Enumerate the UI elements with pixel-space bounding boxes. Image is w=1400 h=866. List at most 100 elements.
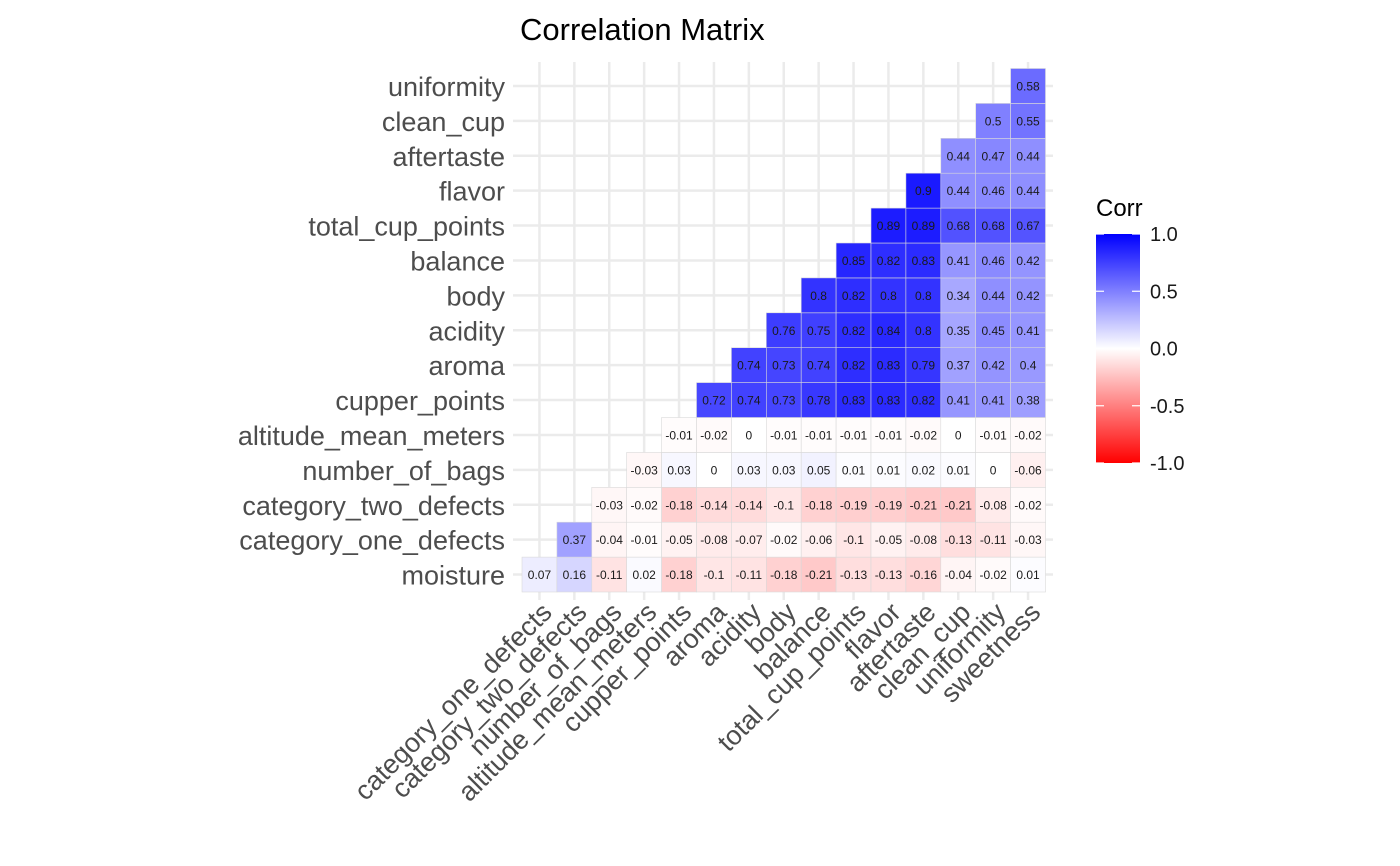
heatmap-cell (765, 347, 802, 383)
heatmap-cell (870, 382, 907, 418)
cell-value-label: -0.19 (875, 498, 903, 512)
heatmap-cell (765, 556, 802, 593)
cell-value-label: 0.41 (947, 254, 971, 268)
y-tick-label: category_one_defects (239, 526, 505, 556)
heatmap-cell (1010, 521, 1046, 558)
heatmap-cell (800, 556, 837, 593)
heatmap-cell (870, 312, 907, 348)
heatmap-cell (800, 382, 837, 418)
heatmap-cell (905, 521, 942, 558)
cell-value-label: -0.18 (665, 568, 693, 582)
y-tick-label: aroma (428, 351, 506, 381)
cell-value-label: -0.01 (630, 533, 658, 547)
cell-value-label: 0 (990, 463, 997, 477)
heatmap-cell (800, 521, 837, 558)
cell-value-label: -0.02 (1014, 428, 1042, 442)
cell-value-label: 0.38 (1016, 394, 1040, 408)
heatmap-cell (731, 452, 767, 488)
heatmap-cell (1010, 138, 1046, 174)
cell-value-label: -0.11 (596, 568, 623, 582)
heatmap-cell (1010, 382, 1046, 418)
cell-value-label: 0.84 (877, 324, 901, 338)
heatmap-cell (661, 556, 697, 593)
cell-value-label: -0.14 (700, 498, 728, 512)
heatmap-cell (940, 312, 976, 348)
cell-value-label: -0.1 (773, 498, 794, 512)
cell-value-label: -0.03 (630, 463, 658, 477)
cell-value-label: 0.9 (915, 184, 932, 198)
cell-value-label: 0.41 (1016, 324, 1040, 338)
heatmap-cell (975, 103, 1011, 139)
heatmap-cell (800, 452, 837, 488)
cell-value-label: -0.1 (704, 568, 725, 582)
heatmap-cell (696, 382, 732, 418)
cell-value-label: 0.05 (807, 463, 831, 477)
heatmap-cell (975, 138, 1011, 174)
cell-value-label: -0.02 (910, 428, 938, 442)
y-tick-label: category_two_defects (242, 491, 505, 521)
cell-value-label: 0.58 (1016, 79, 1040, 93)
heatmap-cell (696, 556, 732, 593)
heatmap-cell (731, 382, 767, 418)
cell-value-label: -0.02 (630, 498, 658, 512)
legend-tick-label: 0.0 (1150, 339, 1178, 361)
cell-value-label: 0.83 (877, 394, 901, 408)
heatmap-cell (1010, 417, 1046, 453)
y-tick-label: number_of_bags (302, 456, 505, 486)
cell-value-label: 0.83 (877, 359, 901, 373)
legend: Corr 1.0 0.5 0.0 -0.5 -1.0 (1096, 195, 1184, 475)
y-tick-label: cupper_points (335, 386, 505, 416)
cell-value-label: 0.44 (947, 149, 971, 163)
heatmap-cell (870, 417, 907, 453)
cell-value-label: 0.82 (912, 394, 936, 408)
heatmap-cell (1010, 556, 1046, 593)
cell-value-label: -0.06 (1014, 463, 1042, 477)
cell-value-label: 0.72 (702, 394, 726, 408)
cell-value-label: 0 (955, 428, 962, 442)
cell-value-label: 0.42 (981, 359, 1005, 373)
cell-value-label: -0.16 (910, 568, 938, 582)
heatmap-cell (905, 242, 942, 279)
cell-value-label: -0.06 (805, 533, 833, 547)
legend-tick-label: -1.0 (1150, 453, 1184, 475)
legend-title: Corr (1096, 195, 1143, 222)
cell-value-label: 0 (711, 463, 718, 477)
heatmap-cell (800, 486, 837, 523)
cell-value-label: 0.03 (772, 463, 796, 477)
cell-value-label: -0.18 (770, 568, 798, 582)
cell-value-label: 0.42 (1016, 289, 1040, 303)
cell-value-label: 0.01 (1016, 568, 1040, 582)
cell-value-label: 0.03 (667, 463, 691, 477)
heatmap-cell (800, 277, 837, 314)
heatmap-cell (800, 347, 837, 383)
cell-value-label: 0.02 (632, 568, 656, 582)
x-axis-labels: category_one_defectscategory_two_defects… (349, 596, 1047, 807)
heatmap-cell (1010, 277, 1046, 314)
cell-value-label: -0.13 (840, 568, 868, 582)
heatmap-cell (975, 172, 1011, 209)
cell-value-label: 0.46 (981, 254, 1005, 268)
heatmap-cell (940, 172, 976, 209)
heatmap-cell (905, 556, 942, 593)
heatmap-cell (975, 312, 1011, 348)
heatmap-cell (905, 277, 942, 314)
cell-value-label: -0.08 (979, 498, 1007, 512)
heatmap-cell (626, 556, 662, 593)
cell-value-label: -0.03 (1014, 533, 1042, 547)
cell-value-label: -0.13 (945, 533, 973, 547)
heatmap-cell (975, 242, 1011, 279)
heatmap-cell (800, 312, 837, 348)
heatmap-cell (940, 242, 976, 279)
cell-value-label: -0.05 (875, 533, 903, 547)
cell-value-label: -0.11 (980, 533, 1007, 547)
heatmap-cell (975, 556, 1011, 593)
cell-value-label: 0.46 (981, 184, 1005, 198)
cell-value-label: 0.4 (1020, 359, 1037, 373)
heatmap-cell (1010, 452, 1046, 488)
cell-value-label: 0.03 (737, 463, 761, 477)
cell-value-label: -0.19 (840, 498, 868, 512)
cell-value-label: 0.47 (981, 149, 1005, 163)
heatmap-cell (940, 347, 976, 383)
heatmap-cell (731, 556, 767, 593)
heatmap-cell (975, 452, 1011, 488)
